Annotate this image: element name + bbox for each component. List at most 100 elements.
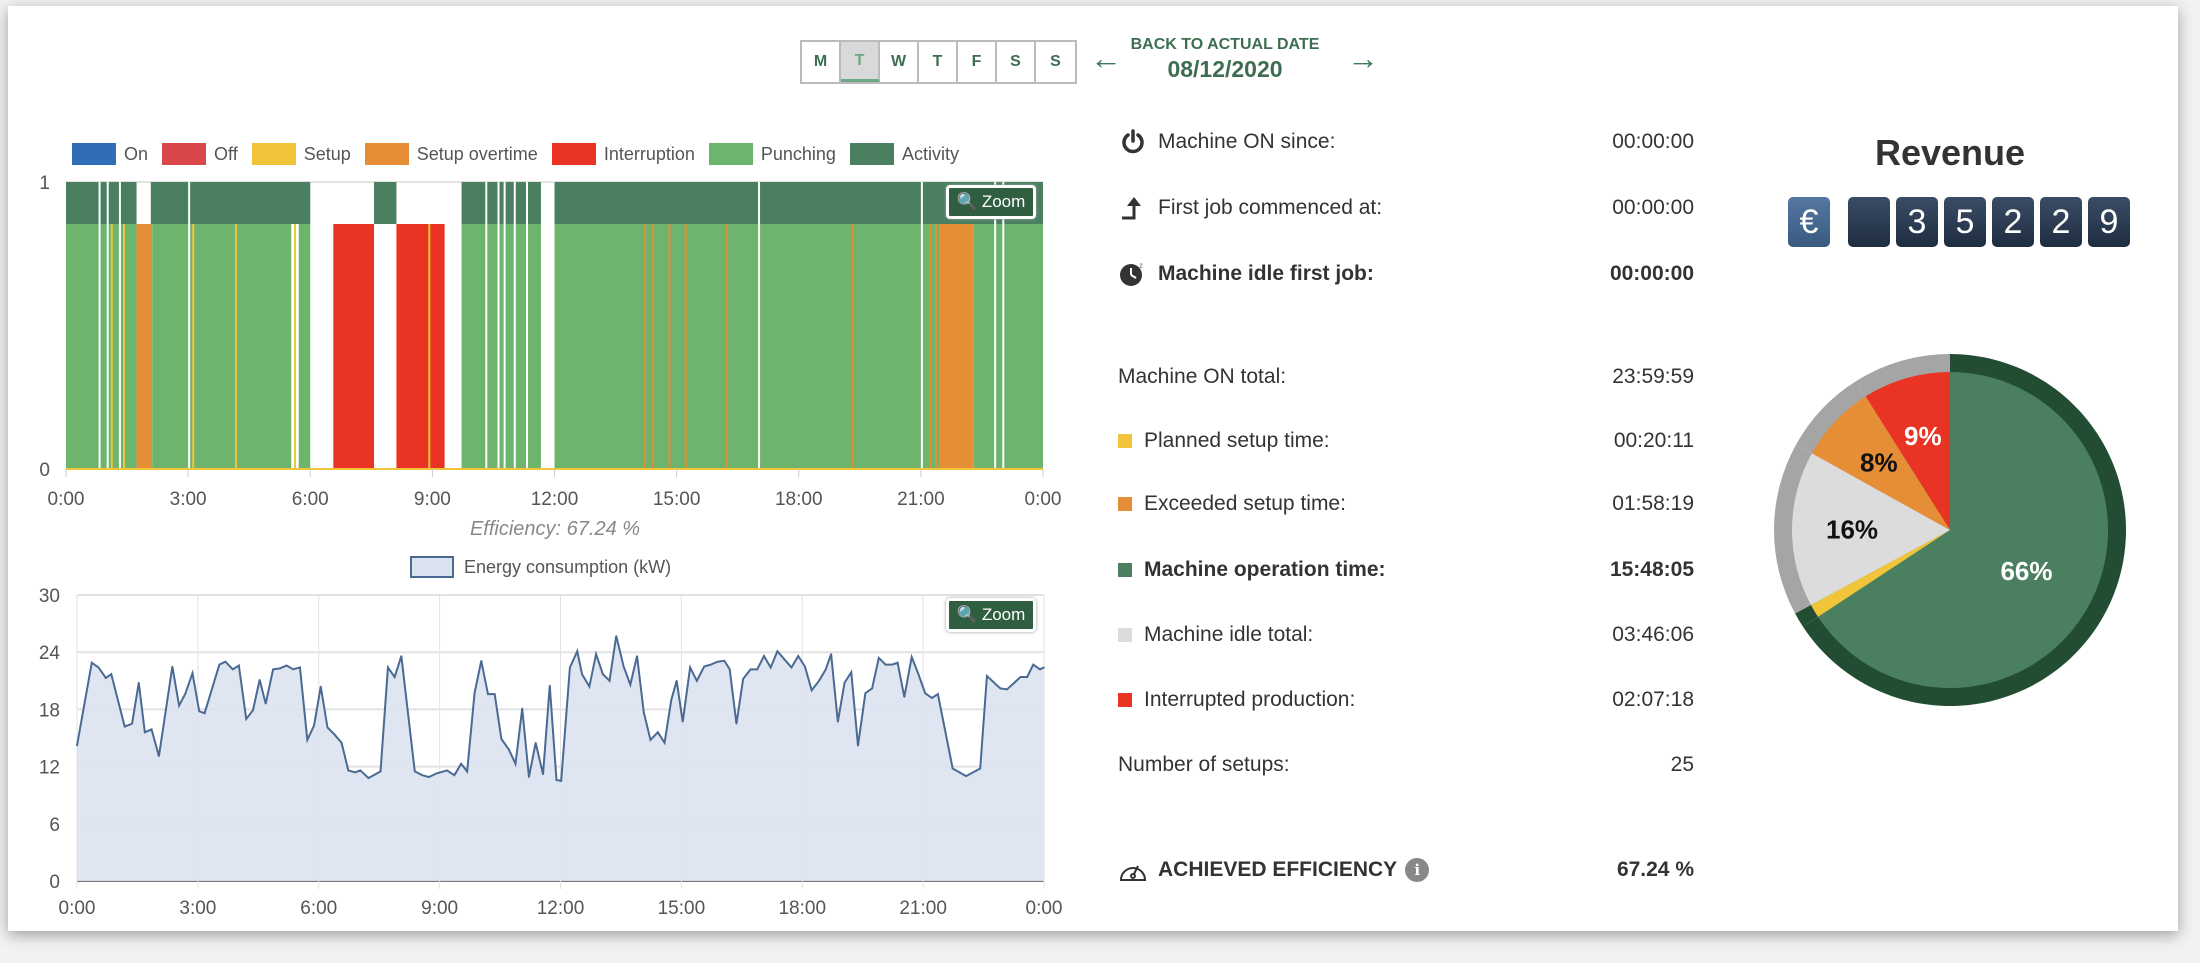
- x-tick-label: 6:00: [300, 898, 337, 919]
- energy-point: [203, 712, 206, 715]
- setup-overtime-segment: [939, 224, 974, 469]
- energy-point: [824, 668, 827, 671]
- energy-point: [896, 661, 899, 664]
- legend-swatch: [551, 143, 596, 165]
- energy-point: [354, 771, 356, 774]
- day-sunday[interactable]: S: [1050, 53, 1061, 70]
- setup-overtime-swatch: [1118, 497, 1132, 511]
- stat-value: 00:00:00: [1612, 130, 1694, 153]
- legend-label: Off: [214, 143, 238, 164]
- energy-point: [1039, 668, 1041, 671]
- y-tick-label: 0: [49, 872, 60, 893]
- stat-value: 01:58:19: [1612, 492, 1694, 515]
- day-saturday[interactable]: S: [997, 42, 1036, 82]
- energy-point: [555, 779, 558, 781]
- stat-value: 03:46:06: [1612, 623, 1694, 646]
- stat-label: Machine idle first job:: [1158, 262, 1374, 285]
- energy-point: [581, 673, 583, 675]
- gap-line: [526, 182, 529, 469]
- energy-point: [742, 678, 744, 680]
- legend-item-setup[interactable]: Setup: [251, 143, 351, 165]
- energy-point: [728, 668, 731, 671]
- legend-item-setup-overtime[interactable]: Setup overtime: [364, 143, 538, 165]
- energy-point: [884, 663, 887, 666]
- gap-line: [758, 182, 761, 469]
- stat-achieved-efficiency: ACHIEVED EFFICIENCY i 67.24 %: [1118, 857, 1694, 883]
- energy-point: [710, 663, 712, 666]
- legend-item-interruption[interactable]: Interruption: [551, 143, 695, 165]
- day-friday[interactable]: F: [958, 42, 997, 82]
- energy-point: [850, 671, 853, 674]
- energy-point: [629, 683, 632, 686]
- legend-item-activity[interactable]: Activity: [849, 143, 959, 165]
- arrow-right-icon[interactable]: →: [1347, 40, 1379, 76]
- gap-line: [513, 182, 516, 469]
- energy-legend[interactable]: Energy consumption (kW): [410, 556, 671, 578]
- energy-point: [367, 777, 370, 779]
- revenue-digit: 9: [2088, 197, 2130, 247]
- info-icon[interactable]: i: [1405, 858, 1430, 882]
- x-tick-label: 21:00: [897, 489, 945, 510]
- energy-point: [735, 722, 738, 725]
- energy-point: [871, 687, 873, 690]
- energy-point: [340, 741, 343, 744]
- legend-item-on[interactable]: On: [72, 143, 148, 165]
- punching-segment: [298, 224, 311, 469]
- energy-point: [723, 659, 726, 662]
- legend-item-punching[interactable]: Punching: [708, 143, 836, 165]
- timeline-zoom-button[interactable]: 🔍 Zoom: [946, 185, 1036, 219]
- stat-number-of-setups: Number of setups: 25: [1118, 753, 1694, 777]
- day-monday[interactable]: M: [802, 42, 841, 82]
- interruption-segment: [396, 224, 445, 469]
- energy-point: [615, 635, 618, 637]
- energy-point: [878, 657, 880, 659]
- stat-label: Number of setups:: [1118, 753, 1290, 776]
- energy-point: [150, 728, 153, 731]
- stat-label: Machine ON since:: [1158, 130, 1336, 153]
- day-tuesday[interactable]: T: [841, 42, 880, 82]
- legend-item-off[interactable]: Off: [162, 143, 238, 165]
- energy-point: [466, 770, 468, 773]
- activity-segment: [150, 182, 311, 224]
- setup-marker: [234, 224, 237, 469]
- energy-point: [663, 741, 666, 744]
- day-wednesday[interactable]: W: [880, 42, 919, 82]
- arrow-left-icon[interactable]: ←: [1090, 40, 1122, 76]
- setup-overtime-segment: [136, 224, 153, 469]
- energy-point: [588, 685, 591, 688]
- energy-point: [1006, 688, 1008, 691]
- energy-point: [931, 697, 933, 699]
- activity-segment: [461, 182, 541, 224]
- energy-point: [548, 684, 551, 687]
- revenue-digit: 5: [1944, 197, 1986, 247]
- energy-point: [560, 780, 562, 782]
- legend-label: Punching: [760, 143, 836, 164]
- efficiency-caption: Efficiency: 67.24 %: [469, 518, 641, 540]
- energy-point: [636, 655, 638, 657]
- x-tick-label: 18:00: [778, 898, 826, 919]
- energy-point: [642, 711, 645, 714]
- punching-segment: [554, 224, 940, 469]
- day-thursday[interactable]: T: [919, 42, 958, 82]
- setup-overtime-marker: [684, 224, 687, 469]
- back-to-actual-date-button[interactable]: BACK TO ACTUAL DATE 08/12/2020: [1115, 36, 1335, 83]
- interruption-swatch: [1118, 693, 1132, 707]
- setup-overtime-marker: [851, 224, 854, 469]
- energy-zoom-button[interactable]: 🔍 Zoom: [946, 598, 1036, 632]
- energy-legend-swatch: [410, 556, 454, 578]
- energy-point: [191, 672, 194, 674]
- stat-interrupted: Interrupted production: 02:07:18: [1118, 688, 1694, 712]
- stat-label: Planned setup time:: [1144, 429, 1330, 452]
- gap-line: [497, 182, 500, 469]
- energy-point: [703, 665, 706, 668]
- energy-point: [299, 666, 301, 669]
- energy-point: [810, 689, 813, 692]
- x-tick-label: 0:00: [59, 898, 96, 919]
- stat-value: 02:07:18: [1612, 688, 1694, 711]
- x-tick-label: 0:00: [1025, 489, 1062, 510]
- energy-point: [393, 676, 396, 678]
- energy-point: [783, 659, 786, 661]
- punching-segment: [461, 224, 541, 469]
- energy-point: [843, 681, 846, 684]
- energy-point: [534, 741, 537, 744]
